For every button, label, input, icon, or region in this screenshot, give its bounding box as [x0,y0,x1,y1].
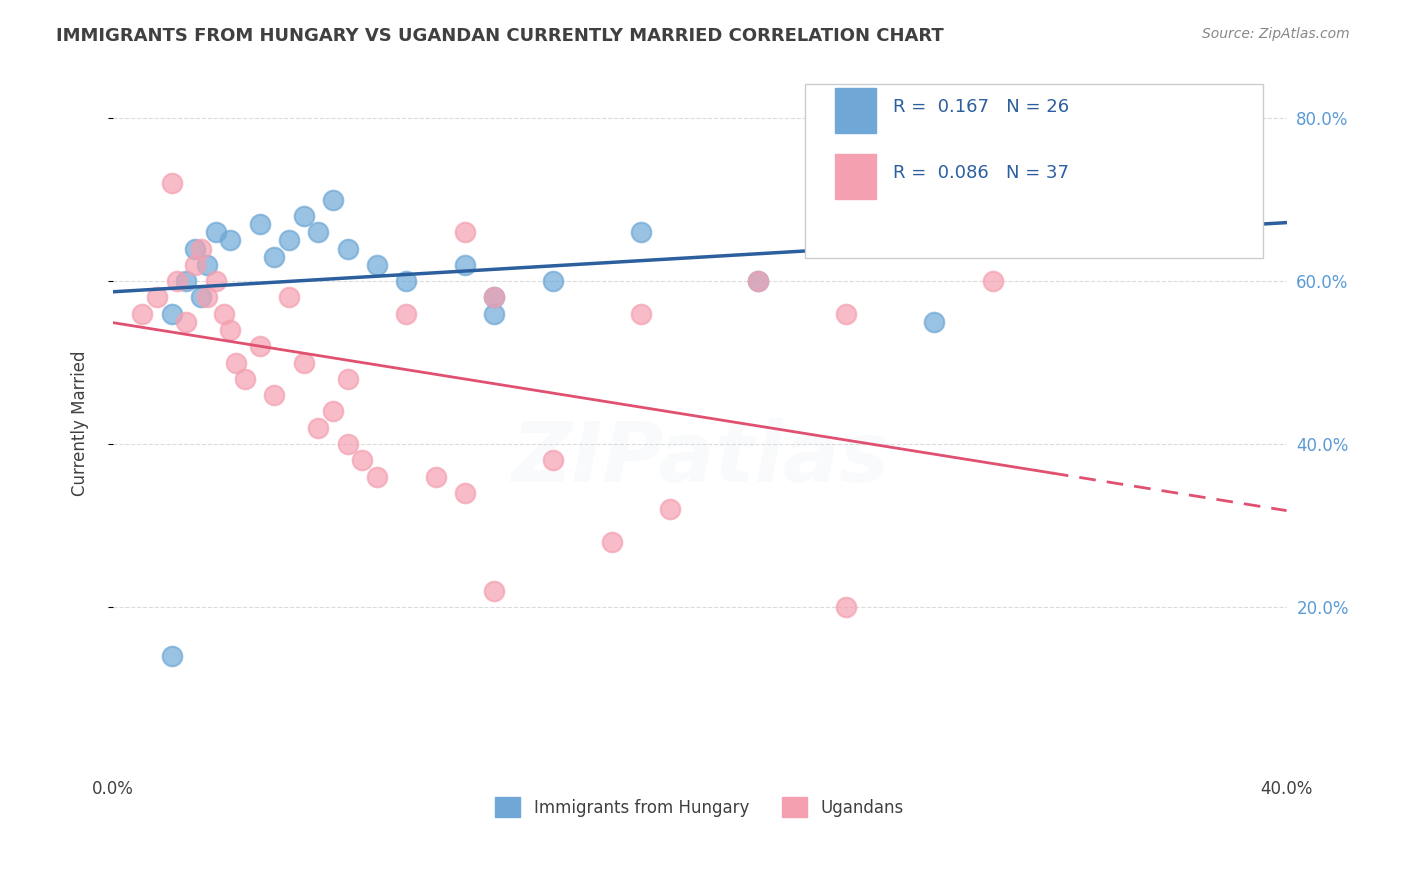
Point [219,323,242,337]
Point [484,583,506,598]
Point [233,372,256,386]
Point [395,274,418,288]
Point [541,453,564,467]
Text: IMMIGRANTS FROM HUNGARY VS UGANDAN CURRENTLY MARRIED CORRELATION CHART: IMMIGRANTS FROM HUNGARY VS UGANDAN CURRE… [56,27,943,45]
Point [454,258,477,272]
Bar [835,87,876,133]
Point [454,225,477,239]
Point [835,600,858,615]
Point [630,225,652,239]
Point [195,290,218,304]
Bar [835,153,876,199]
Point [600,534,623,549]
Point [1129,209,1152,223]
Point [659,502,682,516]
Point [292,209,315,223]
Point [214,307,236,321]
Point [190,290,212,304]
Point [174,274,197,288]
Point [277,290,299,304]
Point [454,486,477,500]
Text: R =  0.167   N = 26: R = 0.167 N = 26 [893,98,1070,116]
Point [336,437,359,451]
Text: ZIPatlas: ZIPatlas [510,417,889,499]
Point [307,421,329,435]
Point [352,453,374,467]
Point [541,274,564,288]
Point [336,372,359,386]
Point [924,315,946,329]
Point [204,225,226,239]
Point [292,356,315,370]
Point [336,242,359,256]
Point [249,217,271,231]
Point [174,315,197,329]
Text: R =  0.086   N = 37: R = 0.086 N = 37 [893,164,1070,182]
Point [277,234,299,248]
Point [425,469,447,483]
Point [366,469,388,483]
Point [160,177,183,191]
Point [981,274,1004,288]
Point [484,307,506,321]
Point [160,648,183,663]
Point [322,193,344,207]
Point [630,307,652,321]
Point [263,388,285,402]
Point [225,356,247,370]
Point [835,307,858,321]
Point [131,307,153,321]
Point [395,307,418,321]
Point [146,290,169,304]
Point [195,258,218,272]
Point [166,274,188,288]
Point [322,404,344,418]
Point [184,258,207,272]
Point [835,209,858,223]
Point [204,274,226,288]
Point [307,225,329,239]
Point [366,258,388,272]
Point [219,234,242,248]
Y-axis label: Currently Married: Currently Married [72,351,89,497]
Point [190,242,212,256]
Legend: Immigrants from Hungary, Ugandans: Immigrants from Hungary, Ugandans [489,790,911,824]
Point [263,250,285,264]
Point [160,307,183,321]
FancyBboxPatch shape [806,85,1263,258]
Text: Source: ZipAtlas.com: Source: ZipAtlas.com [1202,27,1350,41]
Point [484,290,506,304]
Point [249,339,271,353]
Point [747,274,769,288]
Point [484,290,506,304]
Point [184,242,207,256]
Point [747,274,769,288]
